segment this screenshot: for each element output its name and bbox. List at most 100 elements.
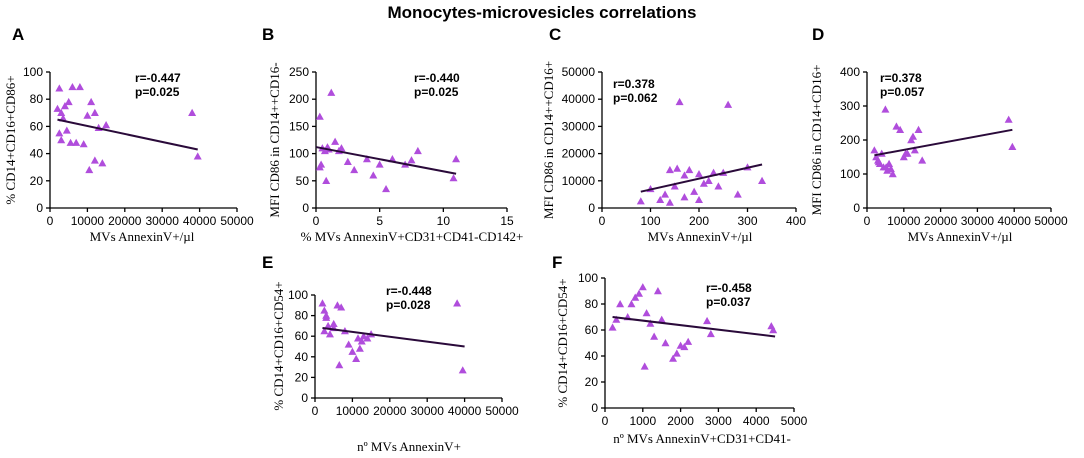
data-point [382,184,391,193]
data-point [881,105,890,113]
y-tick-label: 60 [295,329,309,343]
data-point [918,156,927,164]
panel-e: E 0 10000 20000 30000 40000 50000 0 20 40 60 80 100 n… [262,253,519,454]
panel-letter: A [12,25,24,44]
data-point [320,146,329,155]
data-point [680,193,689,201]
data-point [329,319,338,328]
data-point [695,170,703,178]
x-tick-label: 200 [689,214,709,228]
data-point [874,158,883,166]
y-tick-label: 200 [289,92,309,106]
panel-f: F 0 1000 2000 3000 4000 5000 0 20 40 60 80 100 nº MVs… [552,253,808,446]
data-point [315,112,324,120]
data-point [348,347,357,355]
data-point [892,122,901,130]
x-tick-label: 40000 [448,404,482,418]
data-point [910,146,919,154]
data-point [673,164,682,172]
data-point [685,165,694,174]
data-point [656,195,665,204]
data-point [83,111,92,119]
stat-r: r=-0.447 [135,71,181,85]
data-point [357,337,366,345]
data-point [193,152,202,160]
y-tick-label: 80 [30,92,44,106]
y-tick-label: 100 [288,288,308,302]
data-point [64,97,73,106]
data-point [675,97,684,106]
x-tick-label: 5000 [781,414,808,428]
panel-letter: B [262,25,274,44]
y-tick-label: 0 [36,201,43,215]
stat-r: r=-0.440 [414,71,460,85]
data-point [322,311,331,319]
y-tick-label: 60 [30,119,44,133]
data-point [704,176,713,184]
data-point [55,129,64,137]
data-point [453,299,462,307]
x-tick-label: 20000 [373,404,407,418]
x-axis-label: MVs AnnexinV+/µl [648,229,753,244]
data-point [320,327,329,335]
data-point [914,125,923,133]
y-tick-label: 20000 [562,147,596,161]
data-point [699,179,708,187]
data-point [68,82,77,91]
data-point [324,321,333,330]
x-tick-label: 0 [864,214,871,228]
x-tick-label: 4000 [743,414,770,428]
data-point [724,100,733,108]
data-point [452,155,461,163]
data-point [653,287,662,295]
y-tick-label: 100 [23,65,43,79]
data-point [703,316,712,325]
data-point [646,319,655,327]
regression-line [640,163,763,193]
data-point [325,330,334,338]
data-point [363,334,372,342]
data-point [636,197,645,205]
x-tick-label: 15 [500,214,514,228]
data-point [882,163,891,171]
y-tick-label: 20 [295,370,309,384]
regression-line [322,326,465,348]
x-tick-label: 10000 [71,214,105,228]
data-point [413,146,422,155]
x-axis-label: MVs AnnexinV+/µl [90,229,195,244]
data-point [650,332,659,340]
data-point [350,165,359,174]
data-point [62,126,71,134]
x-tick-label: 40000 [183,214,217,228]
x-axis-label: % MVs AnnexinV+CD31+CD41-CD142+ [301,229,524,244]
y-tick-label: 400 [840,65,860,79]
regression-line [612,316,776,338]
stat-p: p=0.025 [414,85,459,99]
figure-title: Monocytes-microvesicles correlations [388,3,697,22]
y-tick-label: 40000 [562,92,596,106]
y-axis-label: MFI CD86 in CD14++CD16+ [541,61,556,219]
y-tick-label: 10000 [562,174,596,188]
data-point [375,160,384,168]
stat-r: r=0.378 [880,71,922,85]
data-point [888,170,897,178]
data-point [355,344,364,352]
x-tick-label: 0 [599,214,606,228]
y-tick-label: 200 [840,133,860,147]
y-tick-label: 0 [301,391,308,405]
y-tick-label: 30000 [562,119,596,133]
data-point [627,300,636,308]
x-axis-label: nº MVs AnnexinV+CD31+CD41- [613,431,791,446]
regression-line [874,128,1013,157]
data-point [354,334,363,342]
data-point [102,121,111,129]
data-point [758,176,767,184]
data-point [320,306,329,314]
regression-line [57,118,198,151]
x-tick-label: 0 [47,214,54,228]
data-point [343,157,352,165]
x-tick-label: 10000 [336,404,370,418]
data-point [901,149,910,157]
y-tick-label: 150 [289,119,309,133]
stat-r: r=-0.458 [706,281,752,295]
